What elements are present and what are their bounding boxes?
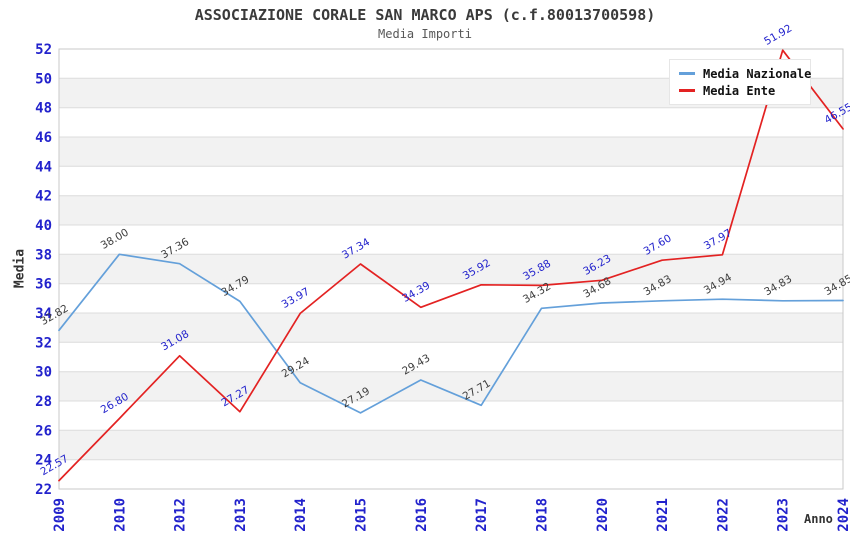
grid-band <box>59 430 843 460</box>
chart-subtitle: Media Importi <box>378 27 472 41</box>
grid-band <box>59 254 843 284</box>
x-tick-label: 2021 <box>655 498 671 532</box>
x-tick-label: 2024 <box>836 498 850 532</box>
legend-line-swatch-ente <box>679 89 695 92</box>
x-tick-label: 2012 <box>173 498 189 532</box>
y-tick-label: 36 <box>35 277 52 293</box>
y-tick-label: 22 <box>35 482 52 498</box>
x-axis-title: Anno <box>804 512 833 526</box>
x-tick-label: 2015 <box>354 498 370 532</box>
value-label: 51.92 <box>762 22 794 47</box>
y-tick-label: 26 <box>35 423 52 439</box>
y-tick-label: 42 <box>35 189 52 205</box>
y-tick-label: 52 <box>35 42 52 58</box>
value-label: 37.97 <box>702 227 734 252</box>
series-line-media-nazionale <box>58 253 844 414</box>
x-tick-label: 2020 <box>595 498 611 532</box>
value-label: 38.00 <box>99 226 131 251</box>
grid-band <box>59 371 843 401</box>
grid-band <box>59 195 843 225</box>
legend-label-media-nazionale: Media Nazionale <box>703 66 812 81</box>
series-line-media-ente <box>58 49 844 482</box>
chart-title: ASSOCIAZIONE CORALE SAN MARCO APS (c.f.8… <box>194 6 656 24</box>
legend-line-swatch-nazionale <box>679 72 695 75</box>
legend-label-media-ente: Media Ente <box>703 83 776 98</box>
x-tick-label: 2009 <box>52 498 68 532</box>
x-tick-label: 2016 <box>414 498 430 532</box>
y-axis-title: Media <box>12 248 28 289</box>
x-tick-label: 2018 <box>535 498 551 532</box>
y-tick-label: 28 <box>35 394 52 410</box>
x-tick-label: 2022 <box>715 498 731 532</box>
y-tick-label: 38 <box>35 247 52 263</box>
x-tick-label: 2014 <box>293 498 309 532</box>
legend: Media Nazionale Media Ente <box>669 59 811 105</box>
x-tick-label: 2017 <box>474 498 490 532</box>
y-tick-label: 32 <box>35 335 52 351</box>
y-tick-label: 24 <box>35 453 52 469</box>
y-tick-label: 50 <box>35 71 52 87</box>
y-tick-label: 34 <box>35 306 52 322</box>
y-tick-label: 48 <box>35 101 52 117</box>
y-tick-label: 30 <box>35 365 52 381</box>
x-tick-label: 2023 <box>776 498 792 532</box>
y-tick-label: 46 <box>35 130 52 146</box>
legend-item-media-ente: Media Ente <box>679 82 801 99</box>
grid-band <box>59 313 843 343</box>
y-tick-label: 44 <box>35 159 52 175</box>
plot-border <box>58 48 844 490</box>
x-tick-label: 2010 <box>112 498 128 532</box>
x-tick-label: 2013 <box>233 498 249 532</box>
grid-band <box>59 137 843 167</box>
y-tick-label: 40 <box>35 218 52 234</box>
legend-item-media-nazionale: Media Nazionale <box>679 65 811 82</box>
value-label: 34.32 <box>521 280 553 305</box>
